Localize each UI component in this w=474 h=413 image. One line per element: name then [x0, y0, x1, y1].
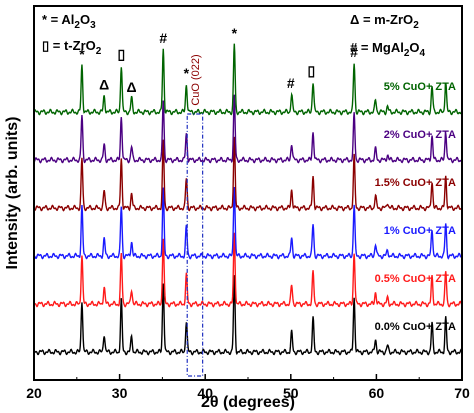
x-axis-title: 2θ (degrees): [201, 394, 295, 411]
x-axis: 20 30 40 50 60 70: [26, 374, 470, 401]
phase-marker: *: [184, 65, 190, 81]
legend-entry: Δ = m-ZrO2: [350, 12, 419, 31]
legend: * = Al2O3 Δ = m-ZrO2 ▯ = t-ZrO2 # = MgAl2O4: [42, 12, 426, 59]
series-label: 0.0% CuO+ ZTA: [375, 321, 456, 333]
legend-entry: * = Al2O3: [42, 12, 96, 31]
y-axis-title: Intensity (arb. units): [4, 117, 21, 270]
phase-marker: #: [159, 30, 167, 46]
x-tick-label: 70: [454, 385, 470, 401]
x-tick-label: 20: [26, 385, 42, 401]
x-tick-label: 60: [369, 385, 385, 401]
series-line: [33, 275, 463, 356]
cuo-022-label: CuO (022): [190, 54, 202, 105]
cuo-highlight-box: [186, 113, 204, 377]
x-tick-label: 40: [197, 385, 213, 401]
phase-marker: ▯: [117, 46, 125, 62]
series-line: [33, 43, 463, 116]
phase-marker: #: [287, 75, 295, 91]
series-label: 0.5% CuO+ ZTA: [375, 273, 456, 285]
series-line: [33, 186, 463, 260]
legend-entry: # = MgAl2O4: [350, 40, 426, 59]
phase-marker: ▯: [307, 63, 315, 79]
phase-marker: *: [232, 25, 238, 41]
series-line: [33, 94, 463, 164]
series-label: 1% CuO+ ZTA: [384, 225, 456, 237]
series-label: 2% CuO+ ZTA: [384, 129, 456, 141]
x-tick-label: 30: [112, 385, 128, 401]
phase-marker: #: [350, 44, 358, 60]
series-layer: 0.0% CuO+ ZTA 0.5% CuO+ ZTA 1% CuO+ ZTA 1.5…: [33, 43, 463, 356]
legend-entry: ▯ = t-ZrO2: [42, 38, 102, 57]
series-line: [33, 232, 463, 308]
series-label: 1.5% CuO+ ZTA: [375, 177, 456, 189]
phase-marker: *: [79, 46, 85, 62]
phase-marker: Δ: [127, 79, 137, 95]
series-label: 5% CuO+ ZTA: [384, 81, 456, 93]
phase-markers: CuO (022)* ▯Δ Δ#**#▯#: [79, 25, 358, 377]
x-tick-label: 50: [283, 385, 299, 401]
series-line: [33, 136, 463, 212]
phase-marker: Δ: [99, 77, 109, 93]
